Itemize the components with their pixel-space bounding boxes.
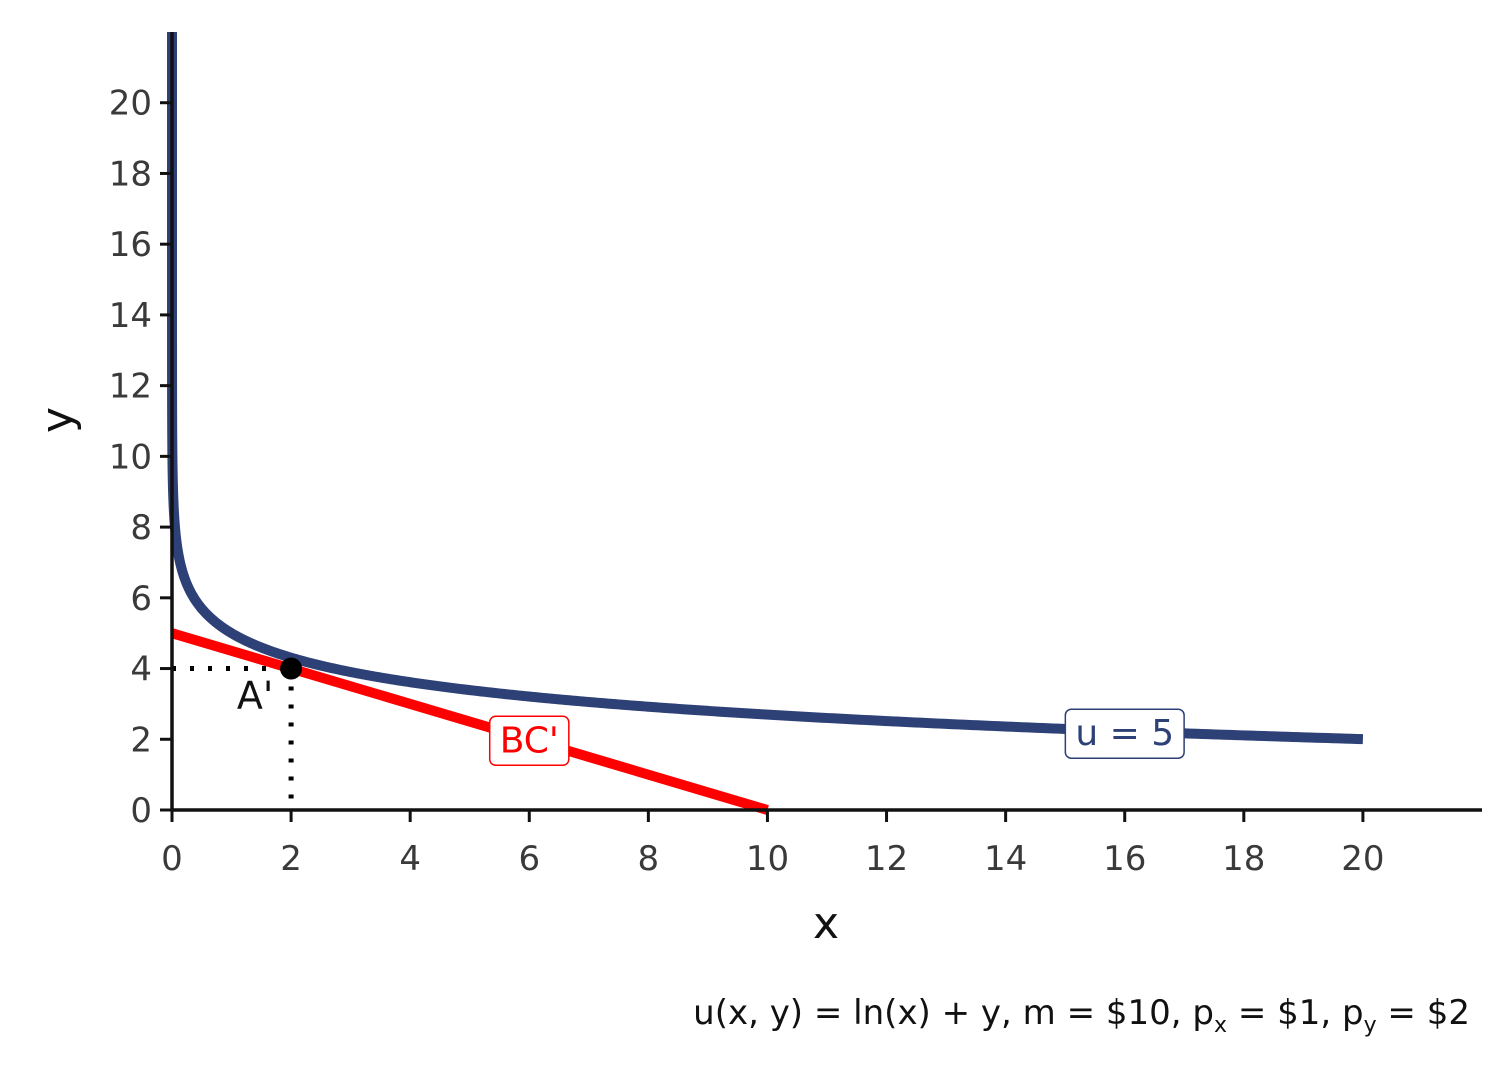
y-tick-label: 4 xyxy=(130,650,152,690)
y-tick-label: 10 xyxy=(109,437,152,477)
x-tick-label: 6 xyxy=(518,839,540,879)
x-tick-label: 10 xyxy=(746,839,789,879)
budget-line-bc-prime xyxy=(170,628,769,815)
label-u5: u = 5 xyxy=(1064,708,1185,759)
x-tick-label: 18 xyxy=(1222,839,1265,879)
x-tick-label: 20 xyxy=(1341,839,1384,879)
x-tick-label: 4 xyxy=(399,839,421,879)
y-tick-label: 14 xyxy=(109,296,152,336)
indifference-curve-u5 xyxy=(167,31,1364,745)
y-tick-label: 6 xyxy=(130,579,152,619)
x-tick-label: 12 xyxy=(865,839,908,879)
x-axis-ticks: 0 2 4 6 8 10 12 14 16 18 20 xyxy=(161,810,1385,879)
y-tick-label: 18 xyxy=(109,154,152,194)
point-a-prime xyxy=(280,657,303,680)
x-tick-label: 16 xyxy=(1103,839,1146,879)
y-axis-ticks: 0 2 4 6 8 10 12 14 16 18 20 xyxy=(109,84,172,831)
caption-px-subscript: x xyxy=(1214,1013,1227,1038)
label-u5-box xyxy=(1064,708,1185,759)
label-bc-prime: BC' xyxy=(488,715,570,767)
y-tick-label: 2 xyxy=(130,720,152,760)
y-tick-label: 8 xyxy=(130,508,152,548)
y-axis-title: y xyxy=(32,407,83,433)
x-tick-label: 0 xyxy=(161,839,183,879)
label-bc-prime-box xyxy=(488,715,570,767)
caption-prefix: u(x, y) = ln(x) + y, m = $10, p xyxy=(693,993,1214,1033)
plot-area: A' BC' u = 5 xyxy=(167,31,1364,815)
label-bc-prime-text: BC' xyxy=(500,720,559,761)
x-tick-label: 14 xyxy=(984,839,1027,879)
label-u5-text: u = 5 xyxy=(1075,713,1174,754)
x-tick-label: 2 xyxy=(280,839,302,879)
caption-middle: = $1, p xyxy=(1227,993,1364,1033)
y-tick-label: 16 xyxy=(109,225,152,265)
y-tick-label: 0 xyxy=(130,791,152,831)
caption-suffix: = $2 xyxy=(1377,993,1470,1033)
x-axis-title: x xyxy=(813,898,839,949)
caption-py-subscript: y xyxy=(1364,1013,1377,1038)
point-a-prime-label: A' xyxy=(237,674,273,718)
y-tick-label: 20 xyxy=(109,84,152,124)
chart-caption: u(x, y) = ln(x) + y, m = $10, px = $1, p… xyxy=(693,993,1470,1038)
y-tick-label: 12 xyxy=(109,367,152,407)
x-tick-label: 8 xyxy=(638,839,660,879)
